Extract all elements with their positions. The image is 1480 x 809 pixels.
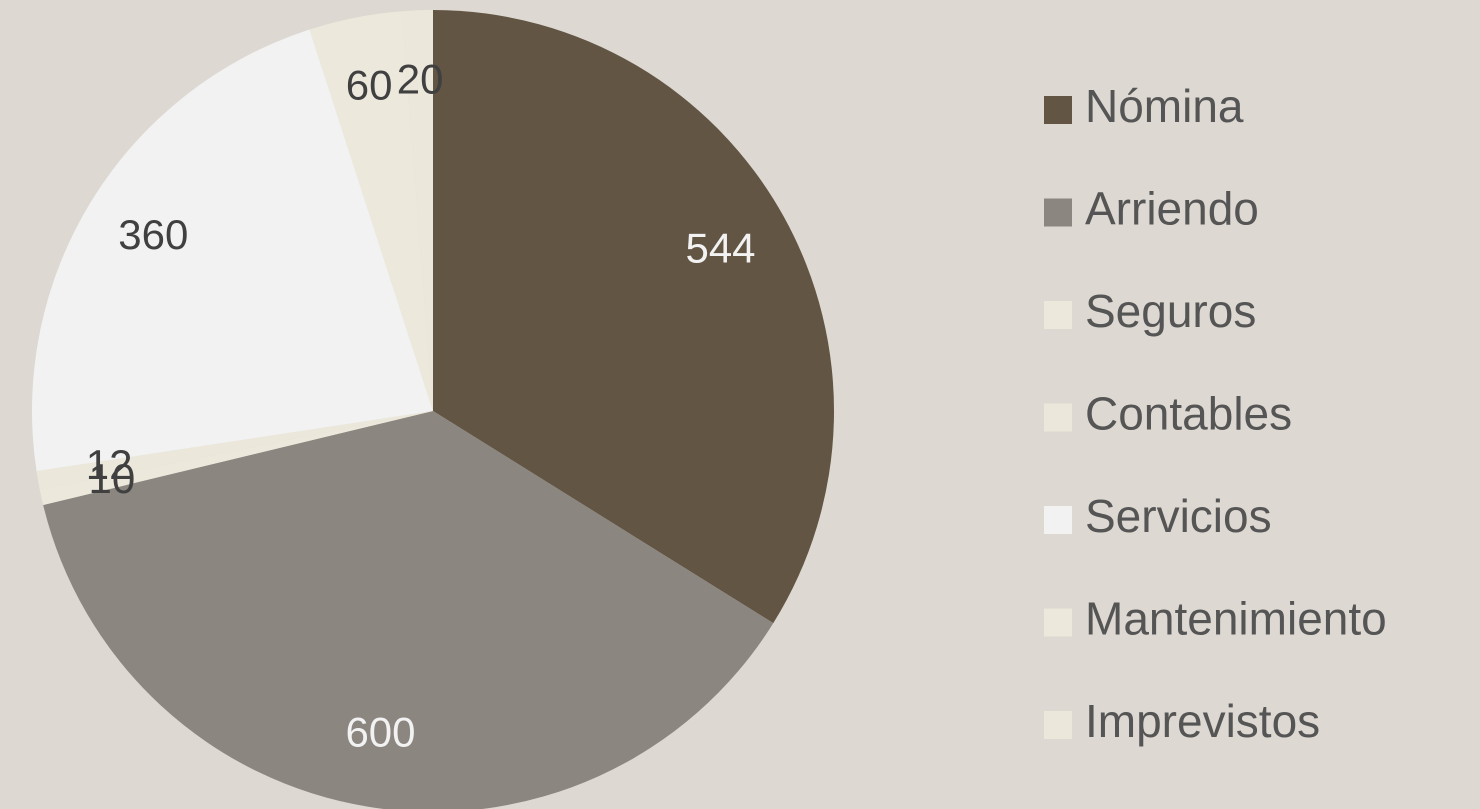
legend-swatch bbox=[1044, 506, 1072, 534]
data-label: 20 bbox=[397, 56, 444, 103]
pie-slice bbox=[433, 10, 834, 624]
legend-swatch bbox=[1044, 608, 1072, 637]
legend-swatch bbox=[1044, 403, 1072, 432]
legend-label: Nómina bbox=[1085, 80, 1244, 132]
pie-slice bbox=[401, 10, 433, 411]
legend-label: Imprevistos bbox=[1085, 695, 1320, 747]
legend-label: Contables bbox=[1085, 388, 1292, 440]
legend-label: Servicios bbox=[1085, 490, 1272, 542]
pie-slice bbox=[39, 411, 434, 506]
pie-slice bbox=[309, 11, 433, 412]
legend-label: Seguros bbox=[1085, 285, 1256, 337]
legend-swatch bbox=[1044, 198, 1072, 227]
legend-label: Arriendo bbox=[1085, 183, 1259, 235]
data-label: 360 bbox=[118, 211, 188, 258]
legend-swatch bbox=[1044, 711, 1072, 739]
data-label: 12 bbox=[86, 441, 133, 488]
legend-label: Mantenimiento bbox=[1085, 593, 1387, 645]
data-label: 600 bbox=[345, 709, 415, 756]
legend-swatch bbox=[1044, 96, 1072, 124]
legend-swatch bbox=[1044, 301, 1072, 329]
pie-slice bbox=[31, 29, 433, 472]
data-label: 60 bbox=[346, 62, 393, 109]
data-label: 10 bbox=[89, 455, 136, 502]
data-label: 544 bbox=[685, 225, 755, 272]
pie-slice bbox=[36, 411, 434, 490]
pie-slice bbox=[43, 411, 774, 809]
